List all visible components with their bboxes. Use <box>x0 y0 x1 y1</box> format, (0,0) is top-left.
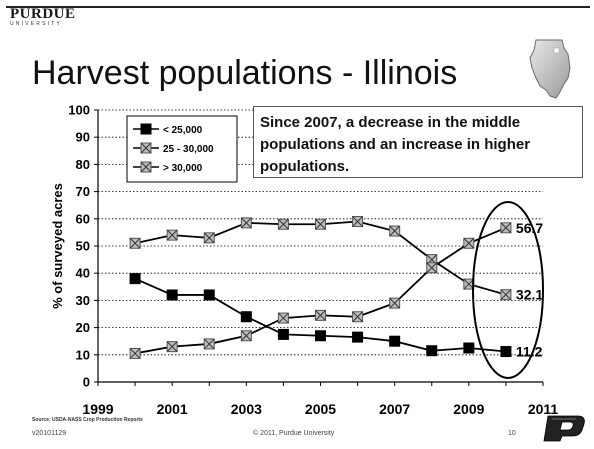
y-tick-label: 60 <box>76 211 90 226</box>
end-label: 32.1 <box>516 287 543 303</box>
data-point <box>500 222 512 234</box>
marker-cross <box>140 161 152 173</box>
purdue-logo: PURDUE UNIVERSITY <box>10 7 76 27</box>
x-tick-label: 1999 <box>82 401 113 417</box>
marker-cross <box>166 229 178 241</box>
marker-cross <box>278 218 289 230</box>
marker-cross <box>389 225 401 237</box>
y-tick-label: 0 <box>83 375 90 390</box>
logo-word: PURDUE <box>10 6 76 22</box>
marker-cross <box>315 218 326 230</box>
marker-cross <box>203 232 215 244</box>
marker-cross <box>166 341 178 352</box>
data-point <box>129 347 141 359</box>
x-tick-label: 2005 <box>305 401 336 417</box>
end-label: 11.2 <box>516 344 543 360</box>
marker-cross <box>315 310 326 321</box>
y-tick-label: 30 <box>76 293 90 308</box>
marker-cross <box>278 312 289 324</box>
data-point <box>389 297 401 309</box>
x-tick-label: 2003 <box>231 401 262 417</box>
marker-cross <box>426 262 438 274</box>
marker-cross <box>389 297 401 309</box>
data-point <box>277 218 289 230</box>
marker-cross <box>129 348 141 359</box>
header-rule <box>6 6 590 8</box>
annotation-text: Since 2007, a decrease in the middle pop… <box>260 114 531 175</box>
marker-cross <box>240 330 252 342</box>
y-tick-label: 40 <box>76 266 90 281</box>
data-point <box>426 345 438 357</box>
slide-title: Harvest populations - Illinois <box>32 54 458 92</box>
highlight-ellipse <box>472 201 544 379</box>
y-tick-label: 100 <box>68 103 90 118</box>
data-point <box>463 237 475 249</box>
illinois-map-icon <box>529 39 571 99</box>
data-point <box>352 216 364 228</box>
x-tick-label: 2009 <box>453 401 484 417</box>
legend-marker <box>140 161 152 173</box>
data-point <box>203 338 215 350</box>
marker-cross <box>352 311 363 323</box>
legend-label: > 30,000 <box>163 163 203 174</box>
purdue-p-icon <box>543 415 585 442</box>
copyright-label: © 2011, Purdue University <box>253 430 335 437</box>
marker-cross <box>140 142 152 154</box>
y-tick-label: 90 <box>76 130 90 145</box>
x-tick-label: 2011 <box>528 401 559 417</box>
y-tick-label: 80 <box>76 157 90 172</box>
y-tick-label: 50 <box>76 239 90 254</box>
data-point <box>240 311 252 323</box>
legend-label: 25 - 30,000 <box>163 144 214 155</box>
y-tick-label: 70 <box>76 184 90 199</box>
data-point <box>166 341 178 353</box>
source-note: Source: USDA-NASS Crop Production Report… <box>32 417 143 423</box>
x-tick-label: 2007 <box>379 401 410 417</box>
data-point <box>129 237 141 249</box>
marker-cross <box>352 216 363 227</box>
marker-cross <box>203 338 215 350</box>
data-point <box>315 218 326 230</box>
data-point <box>240 217 252 229</box>
data-point <box>166 289 178 301</box>
marker-cross <box>463 237 475 249</box>
data-point <box>166 229 178 241</box>
end-label: 56.7 <box>516 220 543 236</box>
data-point <box>315 309 326 321</box>
data-point <box>426 262 438 274</box>
marker-cross <box>240 217 252 229</box>
series-line-1 <box>134 220 507 296</box>
x-tick-label: 2001 <box>157 401 188 417</box>
data-point <box>240 330 252 342</box>
logo-sub: UNIVERSITY <box>10 21 63 27</box>
version-label: v20101129 <box>32 430 67 437</box>
data-point <box>129 273 141 285</box>
legend-marker <box>140 123 152 135</box>
legend-label: < 25,000 <box>163 125 203 136</box>
y-tick-label: 20 <box>76 320 90 335</box>
data-point <box>500 289 512 301</box>
data-point <box>203 289 215 301</box>
data-point <box>277 312 289 324</box>
data-point <box>352 331 364 343</box>
y-tick-label: 10 <box>76 347 90 362</box>
marker-cross <box>129 237 141 249</box>
marker-cross <box>500 222 512 234</box>
data-point <box>463 342 475 354</box>
data-point <box>389 335 401 347</box>
data-point <box>389 225 401 237</box>
data-point <box>277 328 289 340</box>
legend-marker <box>140 142 152 154</box>
data-point <box>500 346 512 358</box>
annotation-box <box>253 106 583 178</box>
page-number: 10 <box>508 430 516 437</box>
y-axis-title: % of surveyed acres <box>50 183 65 309</box>
data-point <box>203 232 215 244</box>
data-point <box>315 330 326 342</box>
marker-cross <box>500 289 512 301</box>
data-point <box>352 311 364 323</box>
